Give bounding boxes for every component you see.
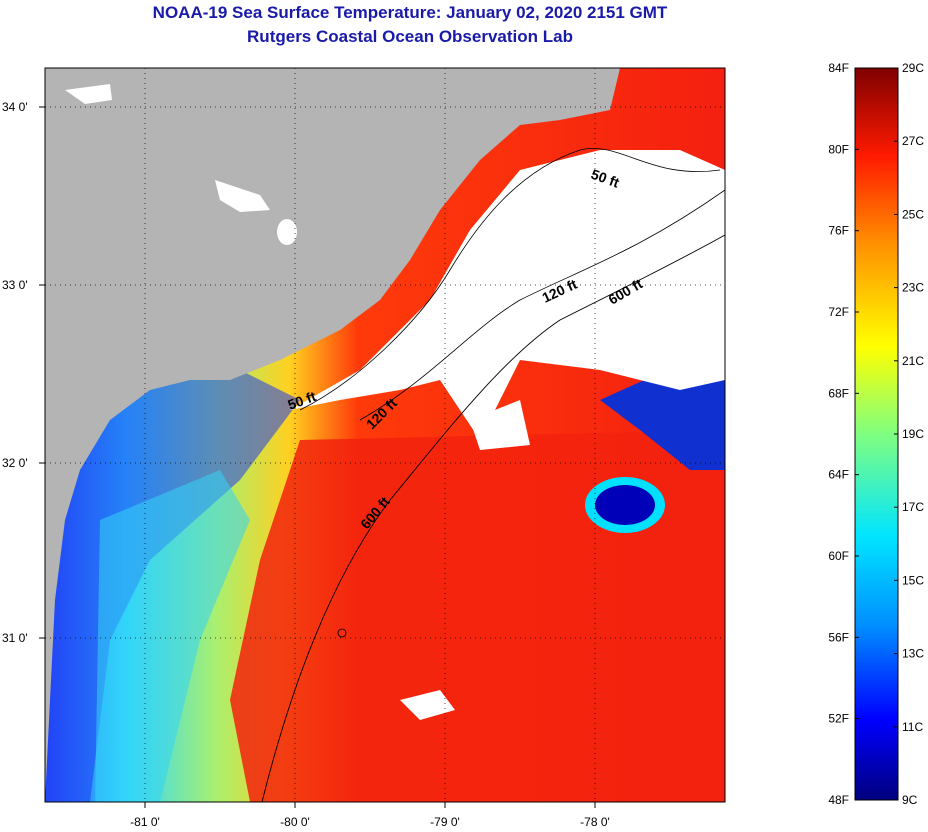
colorbar [854, 67, 899, 801]
colorbar-celsius-labels: 29C 27C 25C 23C 21C 19C 17C 15C 13C 11C 9C [894, 61, 924, 807]
lat-tick-label: 31 0' [2, 631, 28, 645]
lat-tick-label: 32 0' [2, 456, 28, 470]
eddy-core [595, 485, 655, 525]
colorbar-c-label: 9C [902, 793, 918, 807]
colorbar-f-label: 60F [828, 549, 849, 563]
colorbar-c-label: 23C [902, 281, 924, 295]
colorbar-f-label: 84F [828, 61, 849, 75]
colorbar-c-label: 25C [902, 207, 924, 221]
colorbar-f-label: 72F [828, 305, 849, 319]
contour-50ft [299, 148, 721, 411]
colorbar-c-label: 19C [902, 427, 924, 441]
lat-tick-label: 34 0' [2, 100, 28, 114]
colorbar-f-label: 48F [828, 793, 849, 807]
colorbar-c-label: 27C [902, 134, 924, 148]
lake-2 [215, 180, 270, 212]
cloud-mask [290, 150, 725, 440]
lake-3 [277, 219, 297, 245]
colorbar-c-label: 15C [902, 573, 924, 587]
map-frame [44, 67, 726, 803]
colorbar-c-label: 11C [902, 720, 923, 734]
shelf-water [95, 470, 250, 802]
title-line-1: NOAA-19 Sea Surface Temperature: January… [152, 3, 668, 22]
colorbar-f-label: 52F [828, 712, 849, 726]
land-mask [45, 68, 620, 802]
contour-120ft [359, 189, 725, 421]
colorbar-f-label: 64F [828, 468, 849, 482]
lon-tick-label: -81 0' [130, 815, 160, 829]
title-line-2: Rutgers Coastal Ocean Observation Lab [247, 27, 573, 46]
colorbar-c-label: 17C [902, 500, 924, 514]
colorbar-c-label: 13C [902, 647, 924, 661]
lon-tick-label: -79 0' [430, 815, 460, 829]
contour-ring [337, 628, 347, 638]
colorbar-f-label: 68F [828, 386, 849, 400]
cloud-patch-1 [470, 400, 530, 450]
colorbar-f-label: 80F [828, 142, 849, 156]
lon-tick-label: -78 0' [580, 815, 610, 829]
colorbar-c-label: 29C [902, 61, 924, 75]
graticule [45, 68, 725, 802]
axis-ticks [39, 106, 596, 808]
colorbar-f-label: 56F [828, 630, 849, 644]
cloud-patch-2 [400, 690, 455, 720]
lon-tick-label: -80 0' [280, 815, 310, 829]
colorbar-c-label: 21C [902, 354, 924, 368]
cold-coastal-water [45, 370, 300, 802]
colorbar-f-label: 76F [828, 224, 849, 238]
colorbar-fahrenheit-labels: 84F 80F 76F 72F 68F 64F 60F 56F 52F 48F [828, 61, 859, 807]
lake-1 [65, 84, 112, 104]
lat-tick-label: 33 0' [2, 278, 28, 292]
